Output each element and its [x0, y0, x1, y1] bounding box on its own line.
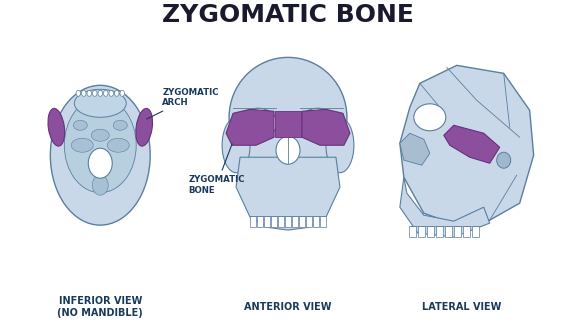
Ellipse shape [71, 138, 93, 152]
Bar [292, 216, 298, 227]
Ellipse shape [74, 89, 126, 117]
Bar [313, 216, 319, 227]
Polygon shape [400, 177, 490, 237]
Bar [278, 216, 284, 227]
Ellipse shape [91, 129, 109, 141]
Text: INFERIOR VIEW
(NO MANDIBLE): INFERIOR VIEW (NO MANDIBLE) [58, 296, 143, 318]
Ellipse shape [50, 85, 150, 225]
Polygon shape [226, 109, 274, 145]
Polygon shape [275, 111, 301, 137]
Bar [472, 226, 479, 237]
Bar [285, 216, 291, 227]
Ellipse shape [113, 120, 127, 130]
Ellipse shape [276, 136, 300, 164]
Bar [264, 216, 270, 227]
Ellipse shape [98, 90, 103, 96]
Ellipse shape [136, 109, 153, 146]
Bar [463, 226, 470, 237]
Bar [454, 226, 461, 237]
Ellipse shape [76, 90, 81, 96]
Bar [409, 226, 416, 237]
Ellipse shape [222, 118, 250, 173]
Text: ZYGOMATIC
BONE: ZYGOMATIC BONE [188, 144, 245, 195]
Ellipse shape [239, 108, 277, 138]
Bar [271, 216, 277, 227]
Bar [299, 216, 305, 227]
Ellipse shape [120, 90, 124, 96]
Bar [427, 226, 434, 237]
Ellipse shape [73, 120, 88, 130]
Text: ZYGOMATIC BONE: ZYGOMATIC BONE [162, 4, 414, 27]
Ellipse shape [229, 57, 347, 177]
Ellipse shape [92, 175, 108, 195]
Bar [320, 216, 326, 227]
Ellipse shape [93, 90, 97, 96]
Bar [445, 226, 452, 237]
Ellipse shape [109, 90, 113, 96]
Polygon shape [400, 133, 430, 165]
Ellipse shape [87, 90, 92, 96]
Bar [250, 216, 256, 227]
Polygon shape [444, 125, 500, 163]
Polygon shape [400, 65, 533, 225]
Ellipse shape [107, 138, 129, 152]
Ellipse shape [48, 109, 65, 146]
Polygon shape [302, 109, 350, 145]
Ellipse shape [82, 90, 86, 96]
Bar [257, 216, 263, 227]
Polygon shape [236, 157, 340, 230]
Bar [418, 226, 425, 237]
Bar [306, 216, 312, 227]
Ellipse shape [65, 98, 136, 193]
Ellipse shape [115, 90, 119, 96]
Ellipse shape [299, 108, 337, 138]
Text: ZYGOMATIC
ARCH: ZYGOMATIC ARCH [147, 88, 219, 119]
Ellipse shape [414, 104, 446, 131]
Text: ANTERIOR VIEW: ANTERIOR VIEW [244, 302, 332, 312]
Text: LATERAL VIEW: LATERAL VIEW [422, 302, 502, 312]
Bar [436, 226, 443, 237]
Ellipse shape [326, 118, 354, 173]
Ellipse shape [88, 148, 112, 178]
Ellipse shape [104, 90, 108, 96]
Ellipse shape [497, 152, 511, 168]
